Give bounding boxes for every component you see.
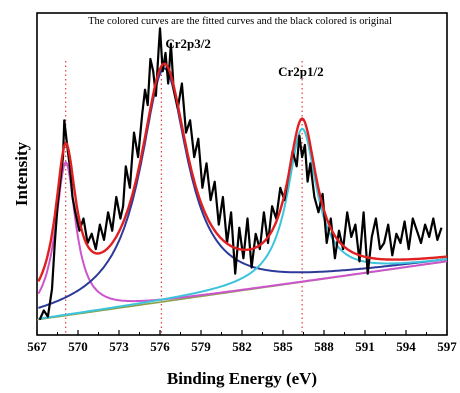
x-tick-label-0: 567 <box>27 339 47 354</box>
x-tick-label-1: 570 <box>68 339 88 354</box>
y-axis-title: Intensity <box>12 141 31 206</box>
peak-label-cr2p3-2: Cr2p3/2 <box>165 36 211 51</box>
original-data-line <box>38 27 443 321</box>
fitted-sum-line <box>37 62 448 282</box>
x-axis-title: Binding Energy (eV) <box>167 369 317 388</box>
x-tick-label-8: 591 <box>355 339 375 354</box>
component-curve-3 <box>38 127 448 320</box>
x-tick-label-4: 579 <box>191 339 211 354</box>
chart-annotation: The colored curves are the fitted curves… <box>88 16 392 27</box>
peak-label-cr2p1-2: Cr2p1/2 <box>278 64 324 79</box>
x-tick-label-7: 588 <box>314 339 334 354</box>
x-tick-label-9: 594 <box>396 339 416 354</box>
x-tick-label-10: 597 <box>437 339 457 354</box>
x-tick-label-5: 582 <box>232 339 252 354</box>
component-curve-2 <box>38 67 448 309</box>
x-axis-ticks: 567 570 573 576 579 582 585 588 591 594 597 <box>27 330 457 354</box>
x-tick-label-2: 573 <box>109 339 129 354</box>
reference-lines <box>65 61 303 335</box>
component-curve-1 <box>37 160 448 303</box>
fitted-curves <box>36 27 448 321</box>
x-tick-label-6: 585 <box>273 339 293 354</box>
x-tick-label-3: 576 <box>150 339 170 354</box>
plot-frame <box>36 12 448 336</box>
